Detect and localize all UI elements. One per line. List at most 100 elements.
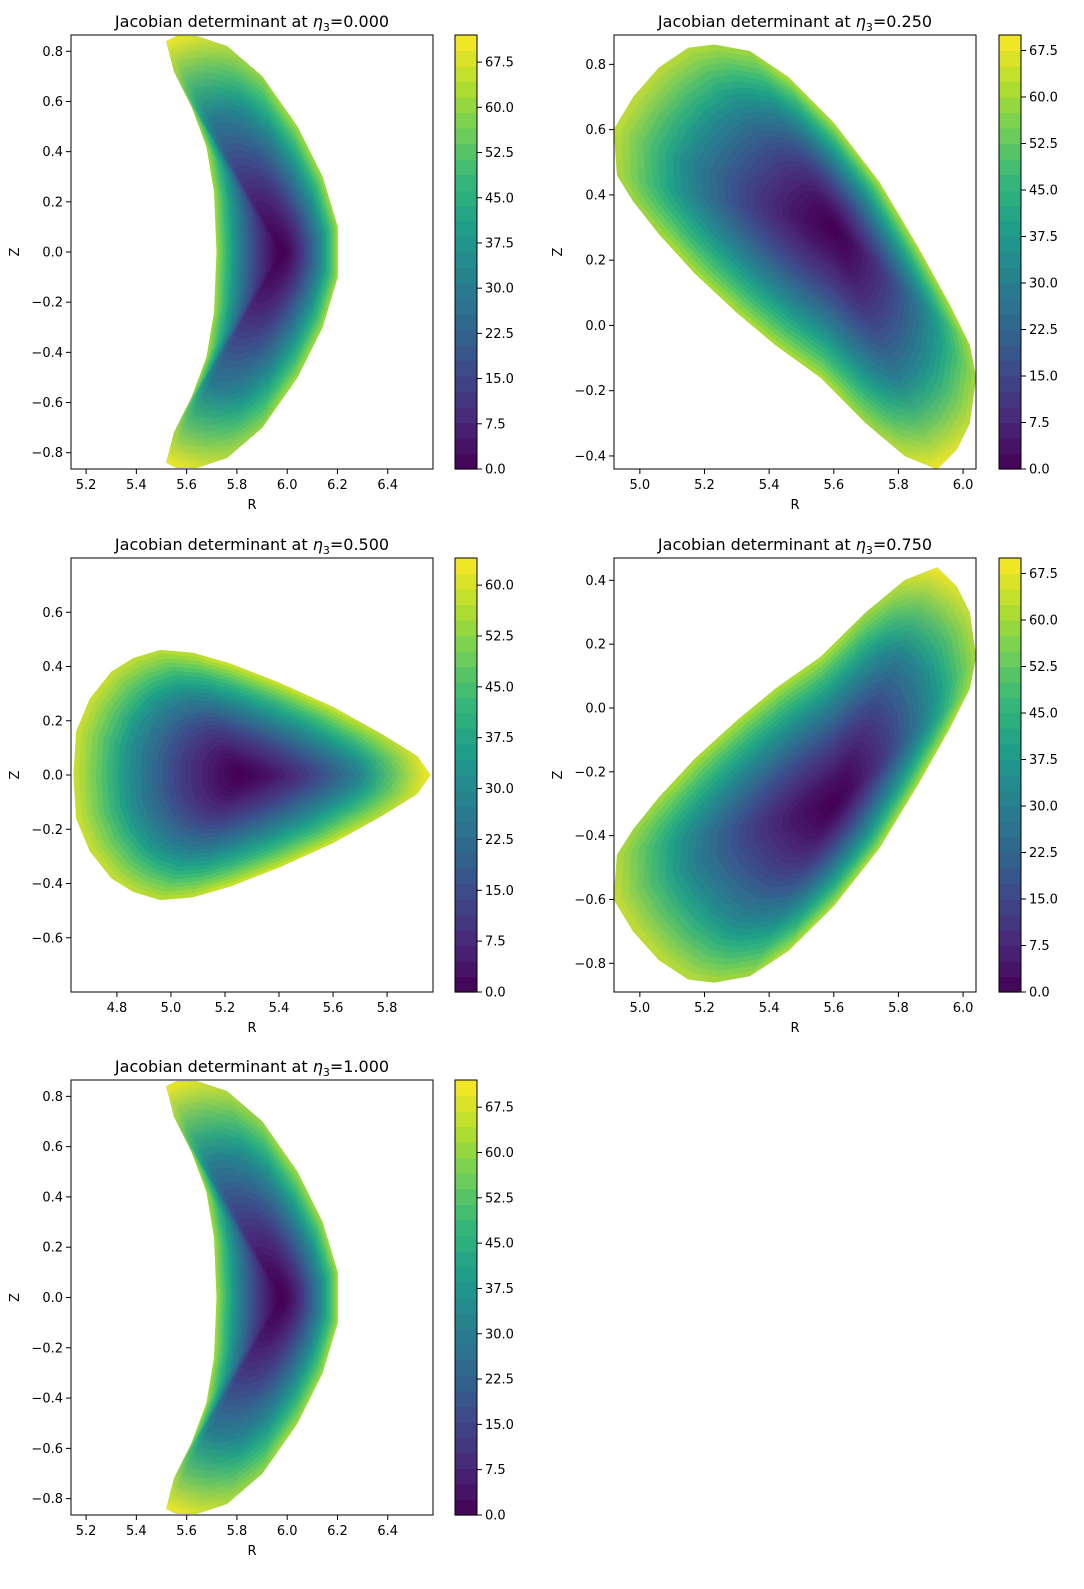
plot-title: Jacobian determinant at η3=0.750 bbox=[657, 535, 932, 557]
colorbar-band bbox=[999, 573, 1021, 590]
colorbar-band bbox=[455, 759, 477, 776]
edge-shading bbox=[73, 650, 431, 900]
colorbar-band bbox=[455, 589, 477, 606]
colorbar-band bbox=[455, 314, 477, 331]
x-tick-label: 6.2 bbox=[327, 1524, 348, 1539]
colorbar-band bbox=[999, 806, 1021, 823]
colorbar-band bbox=[999, 961, 1021, 978]
colorbar-band bbox=[455, 1328, 477, 1345]
colorbar-band bbox=[455, 329, 477, 346]
colorbar-band bbox=[455, 112, 477, 129]
y-tick-label: −0.2 bbox=[31, 296, 63, 311]
colorbar: 0.0 7.5 15.0 22.5 30.0 37.5 45.0 52.5 60.0 67.5 bbox=[454, 34, 514, 478]
y-tick-label: −0.8 bbox=[574, 957, 606, 972]
colorbar-band bbox=[999, 666, 1021, 683]
y-tick-label: 0.8 bbox=[42, 45, 63, 60]
colorbar-tick-label: 45.0 bbox=[485, 191, 514, 206]
colorbar-band bbox=[999, 775, 1021, 792]
colorbar-band bbox=[455, 666, 477, 683]
colorbar-band bbox=[455, 573, 477, 590]
colorbar-band bbox=[455, 1375, 477, 1392]
colorbar-band bbox=[999, 66, 1021, 83]
colorbar-band bbox=[455, 961, 477, 978]
colorbar-tick-label: 22.5 bbox=[485, 833, 514, 848]
colorbar-band bbox=[455, 35, 477, 52]
colorbar-frame bbox=[998, 34, 1022, 470]
x-tick-label: 5.2 bbox=[215, 1001, 236, 1016]
colorbar-frame bbox=[454, 557, 478, 993]
y-axis-label: Z bbox=[551, 247, 566, 256]
colorbar-band bbox=[999, 790, 1021, 807]
colorbar-tick-label: 45.0 bbox=[1029, 184, 1058, 199]
y-tick-label: −0.4 bbox=[31, 346, 63, 361]
colorbar-band bbox=[999, 345, 1021, 362]
colorbar-band bbox=[999, 50, 1021, 67]
colorbar-band bbox=[455, 1188, 477, 1205]
colorbar-band bbox=[455, 1483, 477, 1501]
y-tick-label: 0.8 bbox=[42, 1090, 63, 1105]
x-axis-label: R bbox=[790, 498, 799, 513]
colorbar-band bbox=[455, 1111, 477, 1128]
y-tick-label: 0.4 bbox=[585, 188, 606, 203]
y-axis-label: Z bbox=[8, 247, 23, 256]
colorbar-band bbox=[999, 930, 1021, 947]
colorbar-band bbox=[999, 190, 1021, 207]
colorbar-band bbox=[455, 1297, 477, 1314]
colorbar-tick-label: 7.5 bbox=[1029, 416, 1050, 431]
plot-title: Jacobian determinant at η3=0.000 bbox=[114, 12, 389, 34]
y-tick-label: 0.6 bbox=[585, 123, 606, 138]
x-axis-label: R bbox=[247, 1544, 256, 1559]
y-axis-label: Z bbox=[8, 1293, 23, 1302]
colorbar-band bbox=[455, 236, 477, 253]
colorbar-band bbox=[455, 252, 477, 269]
colorbar-band bbox=[999, 837, 1021, 854]
colorbar-tick-label: 7.5 bbox=[485, 1463, 506, 1478]
y-tick-label: −0.4 bbox=[574, 829, 606, 844]
colorbar-tick-label: 30.0 bbox=[485, 282, 514, 297]
colorbar-frame bbox=[998, 557, 1022, 993]
colorbar-tick-label: 7.5 bbox=[485, 417, 506, 432]
colorbar-band bbox=[999, 329, 1021, 346]
x-tick-label: 5.0 bbox=[161, 1001, 182, 1016]
colorbar-tick-label: 52.5 bbox=[485, 146, 514, 161]
colorbar: 0.0 7.5 15.0 22.5 30.0 37.5 45.0 52.5 60.0 67.5 bbox=[454, 1079, 514, 1524]
colorbar-tick-label: 22.5 bbox=[1029, 323, 1058, 338]
colorbar-band bbox=[455, 298, 477, 315]
colorbar-tick-label: 37.5 bbox=[485, 1282, 514, 1297]
colorbar-tick-label: 0.0 bbox=[485, 986, 506, 1001]
colorbar-band bbox=[455, 775, 477, 792]
colorbar-band bbox=[455, 558, 477, 575]
colorbar-band bbox=[999, 914, 1021, 931]
colorbar-tick-label: 15.0 bbox=[1029, 370, 1058, 385]
colorbar: 0.0 7.5 15.0 22.5 30.0 37.5 45.0 52.5 60.0 67.5 bbox=[998, 557, 1058, 1001]
colorbar-band bbox=[455, 1142, 477, 1159]
colorbar: 0.0 7.5 15.0 22.5 30.0 37.5 45.0 52.5 60.0 bbox=[454, 557, 514, 1001]
colorbar-tick-label: 7.5 bbox=[1029, 939, 1050, 954]
y-tick-label: −0.6 bbox=[31, 1442, 63, 1457]
colorbar-tick-label: 60.0 bbox=[485, 1146, 514, 1161]
colorbar-tick-label: 60.0 bbox=[485, 579, 514, 594]
colorbar-band bbox=[455, 438, 477, 455]
subplot-5: 5.2 5.4 5.6 5.8 6.0 6.2 6.4 0.8 0.6 0.4 0.2 0.0 −0.2… bbox=[8, 1057, 514, 1559]
colorbar-band bbox=[999, 407, 1021, 424]
colorbar-band bbox=[999, 314, 1021, 331]
colorbar-band bbox=[999, 635, 1021, 652]
y-tick-label: 0.0 bbox=[42, 769, 63, 784]
x-tick-label: 6.4 bbox=[377, 1524, 398, 1539]
colorbar-band bbox=[455, 376, 477, 393]
colorbar-band bbox=[999, 945, 1021, 962]
colorbar-band bbox=[455, 1313, 477, 1330]
colorbar-band bbox=[455, 1421, 477, 1438]
colorbar-band bbox=[455, 1499, 477, 1516]
y-tick-label: 0.2 bbox=[585, 254, 606, 269]
colorbar-band bbox=[455, 1126, 477, 1143]
x-tick-label: 5.6 bbox=[323, 1001, 344, 1016]
colorbar-band bbox=[999, 422, 1021, 439]
colorbar-band bbox=[455, 221, 477, 238]
colorbar-band bbox=[455, 1468, 477, 1485]
colorbar-band bbox=[455, 697, 477, 714]
y-tick-label: −0.6 bbox=[574, 893, 606, 908]
x-tick-label: 5.0 bbox=[630, 478, 651, 493]
colorbar-tick-label: 22.5 bbox=[485, 327, 514, 342]
colorbar-band bbox=[999, 438, 1021, 455]
